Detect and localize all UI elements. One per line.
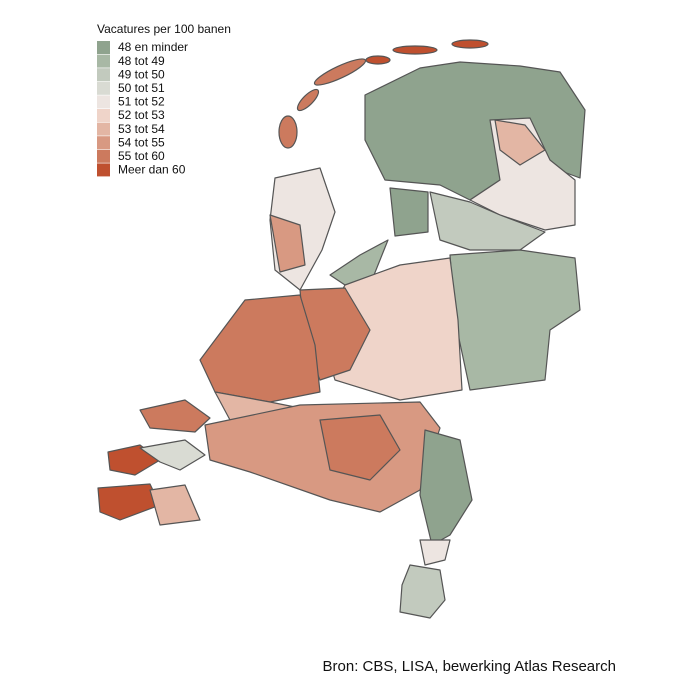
region bbox=[278, 115, 298, 149]
legend-swatch bbox=[97, 54, 110, 68]
legend-label: 52 tot 53 bbox=[118, 108, 165, 122]
region bbox=[296, 88, 320, 112]
region bbox=[419, 429, 473, 546]
region bbox=[389, 187, 429, 237]
legend-label: 53 tot 54 bbox=[118, 122, 165, 136]
region bbox=[429, 191, 546, 251]
legend-label: 48 en minder bbox=[118, 40, 188, 54]
region bbox=[97, 483, 161, 521]
region bbox=[451, 39, 489, 49]
legend-title: Vacatures per 100 banen bbox=[97, 22, 231, 36]
region bbox=[494, 119, 546, 166]
region bbox=[139, 439, 206, 471]
source-note: Bron: CBS, LISA, bewerking Atlas Researc… bbox=[323, 658, 616, 675]
legend-swatch bbox=[97, 81, 110, 95]
region bbox=[392, 45, 438, 55]
region bbox=[469, 117, 576, 231]
legend-swatch bbox=[97, 68, 110, 82]
legend-label: 49 tot 50 bbox=[118, 67, 165, 81]
legend-label: 55 tot 60 bbox=[118, 149, 165, 163]
region bbox=[329, 239, 389, 286]
region bbox=[449, 249, 581, 391]
legend-swatch bbox=[97, 109, 110, 122]
legend-label: 50 tot 51 bbox=[118, 81, 165, 95]
region bbox=[269, 214, 306, 273]
region bbox=[313, 58, 367, 86]
region bbox=[319, 414, 401, 481]
region bbox=[149, 484, 201, 526]
region bbox=[139, 399, 211, 433]
legend-label: Meer dan 60 bbox=[118, 163, 186, 177]
map bbox=[97, 39, 586, 619]
region bbox=[365, 55, 391, 65]
legend-swatch bbox=[97, 122, 110, 136]
legend-swatch bbox=[97, 163, 110, 177]
legend-swatch bbox=[97, 136, 110, 150]
region bbox=[419, 539, 451, 566]
region bbox=[399, 564, 446, 619]
legend-swatch bbox=[97, 41, 110, 54]
legend-label: 54 tot 55 bbox=[118, 135, 165, 149]
legend-label: 51 tot 52 bbox=[118, 95, 165, 109]
legend-swatch bbox=[97, 149, 110, 163]
legend-label: 48 tot 49 bbox=[118, 54, 165, 68]
legend-swatch bbox=[97, 95, 110, 109]
